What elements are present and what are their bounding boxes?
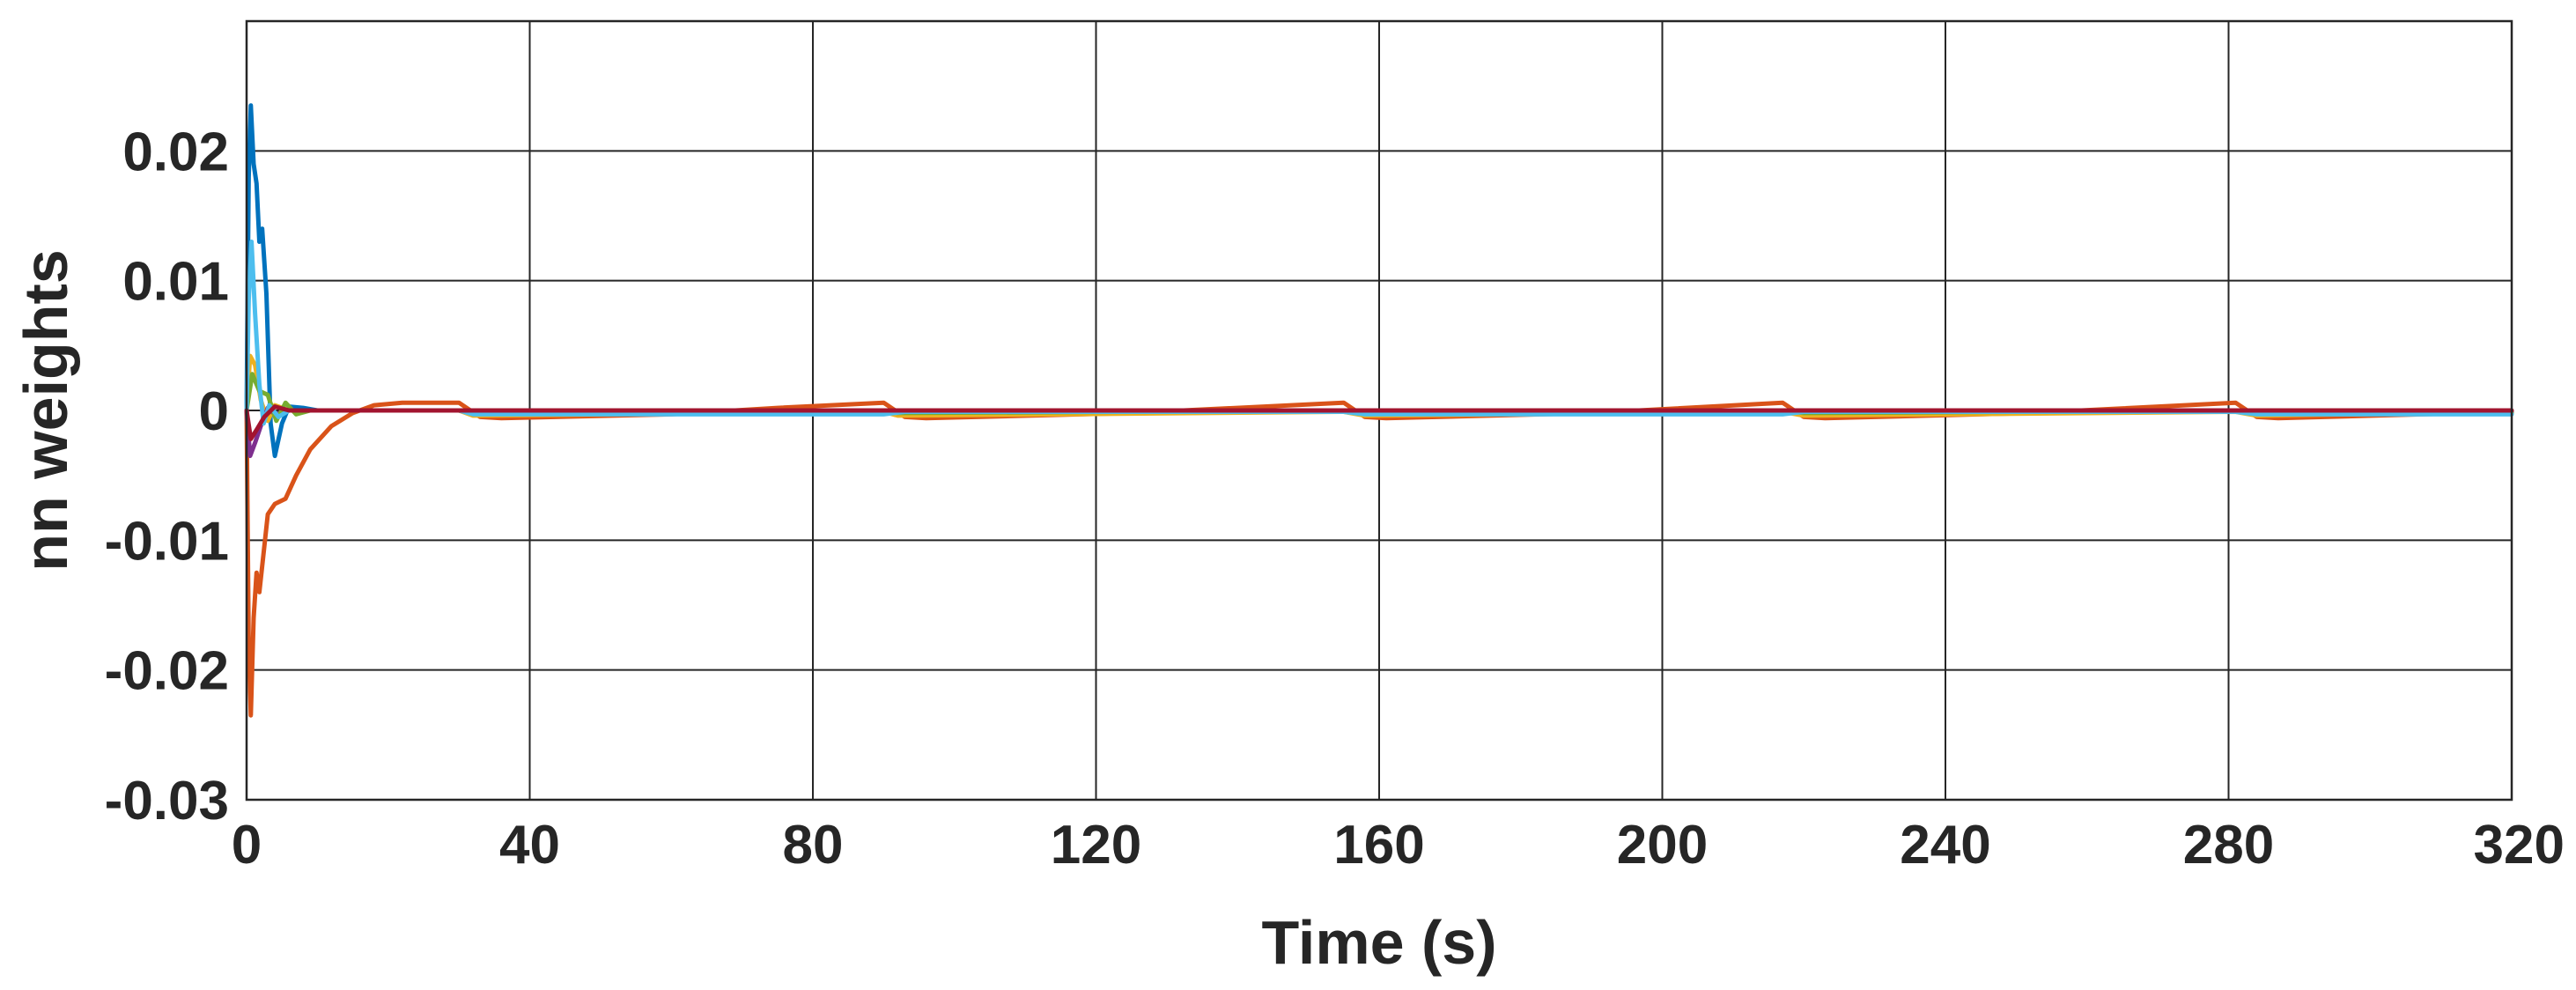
x-tick-label: 240 [1900, 815, 1990, 875]
y-tick-label: 0 [199, 381, 229, 442]
x-tick-label: 0 [232, 815, 262, 875]
x-tick-label: 80 [783, 815, 844, 875]
x-tick-label: 160 [1333, 815, 1424, 875]
x-tick-label: 320 [2474, 815, 2565, 875]
x-tick-label: 120 [1051, 815, 1141, 875]
y-tick-label: -0.02 [105, 641, 229, 702]
y-axis-label: nn weights [11, 249, 80, 572]
x-tick-label: 200 [1617, 815, 1708, 875]
y-tick-label: -0.01 [105, 511, 229, 572]
x-axis-label: Time (s) [1261, 908, 1496, 977]
y-axis-tick-labels: -0.03 -0.02 -0.01 0 0.01 0.02 [105, 122, 229, 831]
series-layer [244, 103, 2514, 718]
y-tick-label: -0.03 [105, 771, 229, 831]
series-line-7 [244, 404, 2514, 441]
y-tick-label: 0.02 [122, 122, 229, 182]
x-axis-tick-labels: 0 40 80 120 160 200 240 280 320 [232, 815, 2565, 875]
y-tick-label: 0.01 [122, 252, 229, 313]
x-tick-label: 40 [499, 815, 560, 875]
plot-area-frame [245, 19, 2513, 802]
x-tick-label: 280 [2183, 815, 2274, 875]
